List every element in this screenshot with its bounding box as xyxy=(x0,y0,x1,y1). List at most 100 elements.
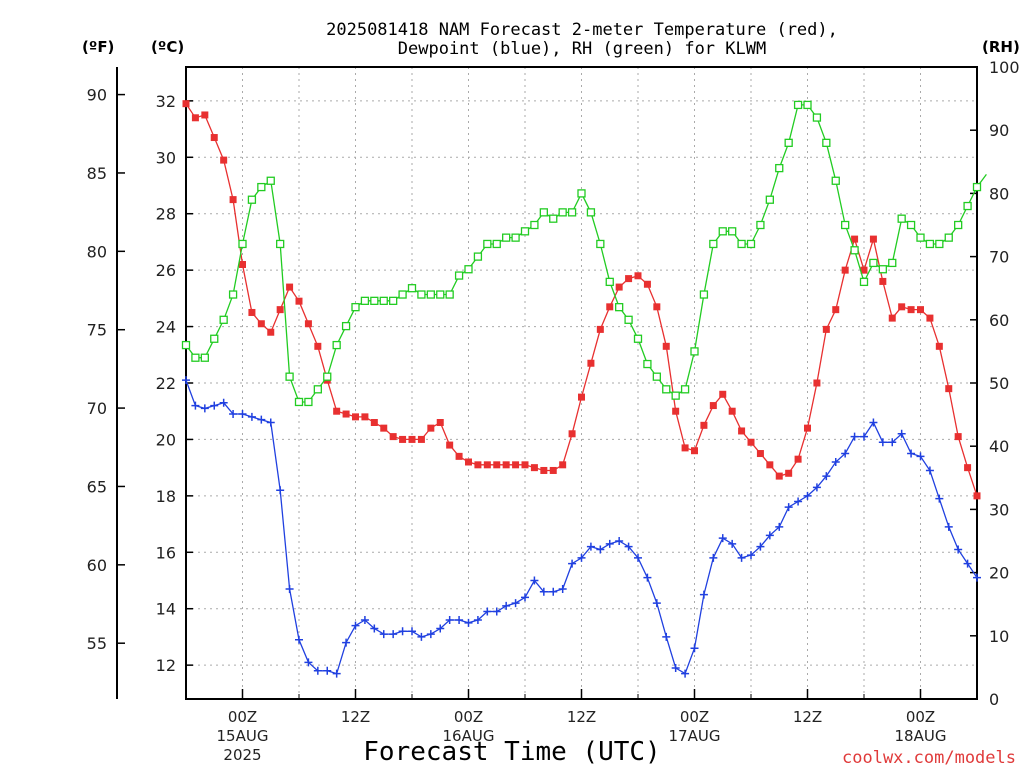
temperature-point xyxy=(361,413,369,421)
dewpoint-point xyxy=(652,599,661,608)
x-tick-time: 12Z xyxy=(793,708,822,726)
temperature-point xyxy=(766,461,774,469)
celsius-tick-label: 26 xyxy=(156,261,176,280)
temperature-point xyxy=(681,444,689,452)
rh-point xyxy=(906,220,916,230)
temperature-point xyxy=(540,466,548,474)
temperature-point xyxy=(709,402,717,410)
dewpoint-point xyxy=(605,539,614,548)
temperature-point xyxy=(756,450,764,458)
temperature-point xyxy=(502,461,510,469)
credit-text[interactable]: coolwx.com/models xyxy=(842,748,1016,768)
temperature-point xyxy=(841,266,849,274)
celsius-tick-label: 28 xyxy=(156,205,176,224)
temperature-point xyxy=(380,424,388,432)
rh-point xyxy=(332,340,341,350)
temperature-point xyxy=(220,156,228,164)
celsius-tick-label: 22 xyxy=(156,374,176,393)
fahrenheit-tick-label: 65 xyxy=(87,477,107,496)
dewpoint-point xyxy=(257,415,266,424)
dewpoint-point xyxy=(492,607,501,616)
fahrenheit-tick-label: 75 xyxy=(87,321,107,340)
dewpoint-point xyxy=(436,624,445,633)
dewpoint-point xyxy=(624,542,633,551)
dewpoint-point xyxy=(360,616,369,624)
rh-point xyxy=(436,290,445,299)
rh-point xyxy=(492,239,501,249)
temperature-point xyxy=(738,427,746,435)
dewpoint-point xyxy=(483,607,492,616)
dewpoint-point xyxy=(747,551,755,560)
rh-point xyxy=(549,214,558,223)
rh-point xyxy=(445,290,454,299)
dewpoint-point xyxy=(408,627,416,636)
dewpoint-point xyxy=(822,472,831,481)
dewpoint-point xyxy=(973,573,981,582)
fahrenheit-tick-label: 80 xyxy=(87,242,107,261)
celsius-tick-label: 12 xyxy=(156,656,176,675)
dewpoint-point xyxy=(812,483,821,492)
rh-point xyxy=(793,100,803,110)
fahrenheit-tick-label: 55 xyxy=(87,634,107,653)
rh-point xyxy=(615,303,624,312)
rh-unit-label: (RH) xyxy=(982,38,1020,56)
temperature-point xyxy=(615,283,623,291)
rh-tick-label: 20 xyxy=(989,564,1009,583)
temperature-point xyxy=(578,393,585,401)
rh-point xyxy=(323,372,332,381)
dewpoint-point xyxy=(718,534,727,543)
dewpoint-point xyxy=(784,503,793,512)
dewpoint-point xyxy=(323,666,332,675)
rh-point xyxy=(426,290,435,299)
rh-point xyxy=(483,239,492,249)
x-axis-label: Forecast Time (UTC) xyxy=(363,737,660,767)
rh-point xyxy=(784,138,793,147)
temperature-point xyxy=(691,447,698,455)
dewpoint-point xyxy=(389,630,398,639)
rh-point xyxy=(944,233,953,242)
dewpoint-point xyxy=(681,669,690,678)
rh-point xyxy=(417,290,426,299)
rh-point xyxy=(709,239,718,249)
dewpoint-point xyxy=(869,418,878,427)
temperature-point xyxy=(568,430,576,438)
rh-point xyxy=(699,290,709,299)
rh-tick-label: 100 xyxy=(989,58,1020,77)
x-tick-time: 00Z xyxy=(228,708,257,726)
celsius-tick-label: 18 xyxy=(156,487,176,506)
temperature-point xyxy=(747,438,755,446)
rh-point xyxy=(181,340,191,350)
temperature-point xyxy=(229,196,237,204)
rh-tick-label: 60 xyxy=(989,311,1009,330)
dewpoint-point xyxy=(455,616,464,624)
dewpoint-point xyxy=(963,559,972,568)
temperature-point xyxy=(860,266,868,274)
rh-point xyxy=(718,227,727,236)
dewpoint-point xyxy=(445,616,454,624)
temperature-point xyxy=(436,419,444,426)
temperature-point xyxy=(474,461,482,469)
rh-point xyxy=(690,347,699,356)
rh-point xyxy=(746,239,756,249)
dewpoint-point xyxy=(511,599,520,608)
rh-point xyxy=(954,220,963,230)
dewpoint-point xyxy=(191,401,200,410)
dewpoint-point xyxy=(831,458,840,466)
temperature-point xyxy=(869,235,877,243)
rh-point xyxy=(360,296,370,305)
rh-point xyxy=(577,189,586,198)
rh-point xyxy=(963,201,972,211)
temperature-point xyxy=(964,464,972,472)
dewpoint-point xyxy=(266,418,275,427)
dewpoint-point xyxy=(238,410,247,419)
temperature-point xyxy=(182,100,190,108)
rh-point xyxy=(351,303,360,312)
dewpoint-point xyxy=(200,404,209,413)
temperature-point xyxy=(926,314,934,322)
temperature-point xyxy=(672,407,680,415)
dewpoint-point xyxy=(568,559,577,568)
rh-point xyxy=(822,138,831,147)
dewpoint-point xyxy=(502,601,511,610)
rh-point xyxy=(850,246,859,255)
